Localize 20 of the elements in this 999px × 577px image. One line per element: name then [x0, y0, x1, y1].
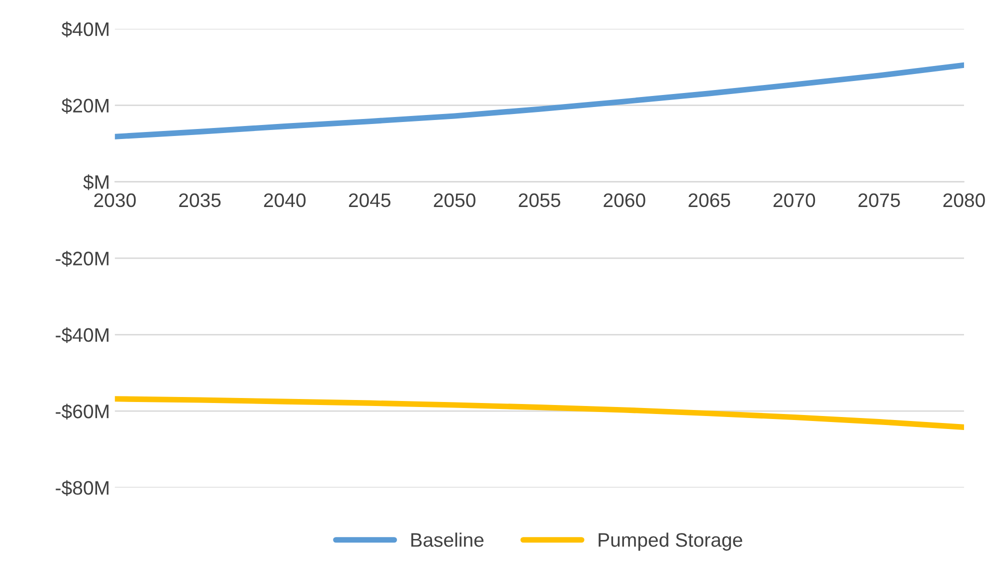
y-tick-label: -$20M: [56, 250, 108, 267]
x-tick-label: 2075: [858, 193, 900, 208]
x-tick-label: 2055: [518, 193, 560, 208]
legend-label: Baseline: [411, 532, 484, 547]
y-tick-label: -$60M: [56, 404, 108, 420]
x-tick-label: 2040: [264, 193, 306, 208]
y-tick-label: -$40M: [56, 327, 108, 344]
x-tick-label: 2050: [434, 193, 476, 208]
x-tick-label: 2070: [774, 193, 816, 208]
x-tick-label: 2065: [688, 193, 730, 208]
x-tick-label: 2045: [348, 193, 390, 208]
y-tick-label: $20M: [62, 98, 108, 114]
legend-label: Pumped Storage: [598, 532, 742, 551]
x-tick-label: 2030: [94, 193, 136, 208]
y-tick-label: $M: [83, 174, 108, 190]
x-tick-label: 2035: [179, 193, 221, 208]
x-tick-label: 2080: [943, 193, 985, 208]
y-tick-label: -$80M: [56, 480, 108, 496]
x-tick-label: 2060: [604, 193, 646, 208]
y-tick-label: $40M: [62, 22, 108, 38]
